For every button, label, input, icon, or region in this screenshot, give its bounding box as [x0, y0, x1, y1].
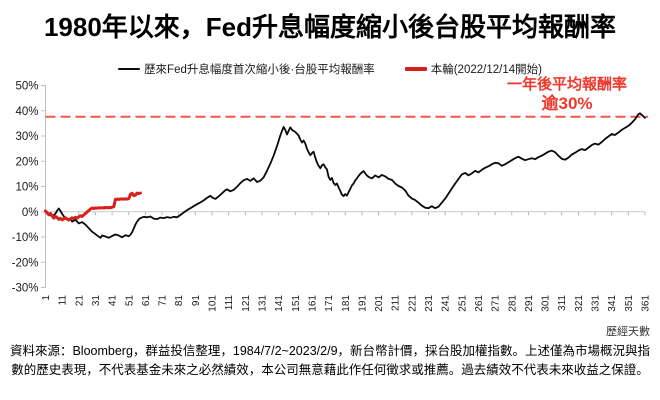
annotation-line1: 一年後平均報酬率 [506, 76, 627, 93]
x-tick-label: 221 [407, 295, 418, 312]
footer-disclaimer: 資料來源：Bloomberg，群益投信整理，1984/7/2~2023/2/9，… [9, 344, 651, 377]
x-tick-label: 281 [507, 295, 518, 312]
legend-label-current: 本輪(2022/12/14開始) [430, 64, 542, 76]
historical-line-swatch-icon [118, 67, 141, 71]
x-tick-label: 321 [574, 295, 585, 312]
x-tick-label: 101 [208, 295, 219, 312]
x-tick-label: 51 [124, 295, 135, 307]
x-tick-label: 41 [108, 295, 119, 307]
x-tick-label: 61 [141, 295, 152, 307]
x-tick-label: 211 [391, 295, 402, 311]
x-tick-label: 21 [74, 295, 85, 307]
y-tick-label: 50% [15, 81, 38, 93]
x-tick-label: 151 [291, 295, 302, 312]
x-tick-label: 1 [41, 295, 52, 301]
x-tick-label: 71 [158, 295, 169, 307]
x-tick-label: 181 [341, 295, 352, 312]
x-tick-label: 111 [224, 295, 235, 311]
x-tick-label: 271 [491, 295, 502, 312]
y-tick-label: 0% [22, 207, 39, 219]
x-tick-label: 351 [624, 295, 635, 312]
x-tick-label: 241 [441, 295, 452, 312]
x-tick-label: 81 [174, 295, 185, 307]
y-tick-label: -30% [12, 283, 39, 295]
y-tick-label: 20% [15, 156, 38, 168]
legend-item-current: 本輪(2022/12/14開始) [404, 61, 542, 77]
y-tick-label: 30% [15, 131, 38, 143]
x-tick-label: 361 [641, 295, 652, 312]
legend: 歷來Fed升息幅度首次縮小後·台股平均報酬率 本輪(2022/12/14開始) [0, 61, 660, 77]
legend-item-historical: 歷來Fed升息幅度首次縮小後·台股平均報酬率 [118, 61, 375, 77]
x-tick-label: 131 [257, 295, 268, 312]
x-tick-label: 231 [424, 295, 435, 312]
x-tick-label: 291 [524, 295, 535, 312]
x-tick-label: 201 [374, 295, 385, 312]
y-tick-label: 10% [15, 182, 38, 194]
current-line-swatch-icon [404, 67, 427, 71]
legend-label-historical: 歷來Fed升息幅度首次縮小後·台股平均報酬率 [144, 64, 375, 76]
y-tick-label: -10% [12, 232, 39, 244]
x-tick-label: 171 [324, 295, 335, 312]
historical-average-line [44, 112, 646, 239]
x-tick-label: 261 [474, 295, 485, 312]
x-tick-label: 141 [274, 295, 285, 312]
current-cycle-line [44, 191, 142, 222]
chart-title: 1980年以來，Fed升息幅度縮小後台股平均報酬率 [43, 12, 617, 42]
x-tick-label: 341 [607, 295, 618, 312]
y-tick-label: 40% [15, 106, 38, 118]
x-tick-label: 251 [457, 295, 468, 312]
annotation-one-year-return: 一年後平均報酬率 逾30% [483, 76, 651, 114]
x-tick-label: 331 [591, 295, 602, 312]
x-tick-label: 301 [541, 295, 552, 312]
x-tick-label: 91 [191, 295, 202, 307]
x-tick-label: 311 [557, 295, 568, 311]
annotation-line2: 逾30% [541, 94, 593, 114]
x-axis-title: 歷經天數 [606, 326, 650, 338]
x-tick-label: 161 [307, 295, 318, 312]
x-tick-label: 31 [91, 295, 102, 307]
x-tick-label: 11 [58, 295, 69, 306]
y-tick-label: -20% [12, 257, 39, 269]
x-tick-label: 121 [241, 295, 252, 312]
x-tick-label: 191 [357, 295, 368, 312]
chart-canvas: 50%40%30%20%10%0%-10%-20%-30%1 11 21 31 41 51… [12, 81, 652, 312]
